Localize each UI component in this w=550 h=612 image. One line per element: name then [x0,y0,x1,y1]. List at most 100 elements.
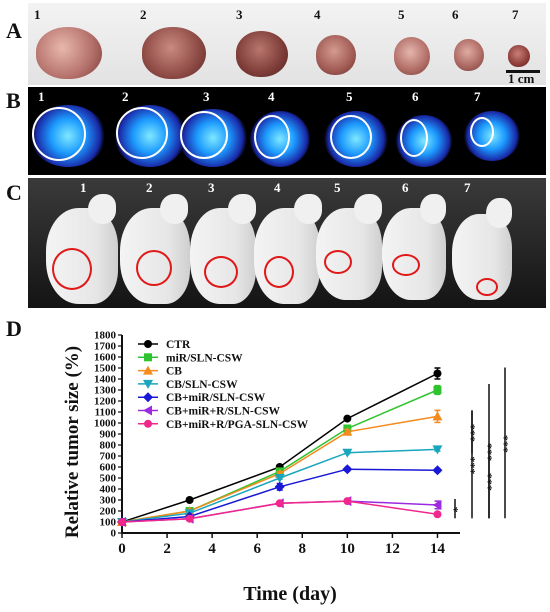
legend-label: CB/SLN-CSW [166,379,238,391]
significance-label: * [450,507,464,513]
tumor-sample [508,45,530,67]
mouse-number: 1 [80,180,87,195]
legend-label: miR/SLN-CSW [166,352,243,364]
mice-photo-strip: 1 2 3 4 5 6 7 [28,178,546,308]
data-point [117,518,127,527]
mouse-number: 7 [464,180,471,195]
series-1 [118,367,442,526]
legend-marker [143,379,153,389]
data-point [343,414,352,423]
mouse-head [160,194,188,224]
tumor-ring [136,250,172,286]
tumor-ring [52,248,92,290]
data-point [185,507,194,515]
tumor-ring [204,256,238,288]
mouse-number: 2 [146,180,153,195]
legend-marker [144,353,152,362]
x-tick-label: 2 [163,541,171,557]
scan-number: 7 [474,89,481,104]
y-tick-label: 500 [100,473,117,485]
series-line [121,448,438,523]
series-line [121,372,438,523]
y-tick-label: 1000 [94,418,117,430]
legend-label: CTR [166,339,191,351]
y-tick-label: 700 [100,451,117,463]
data-point [432,445,443,455]
data-point [275,467,284,476]
data-point [184,509,195,519]
tumor-ring [324,250,352,274]
panel-d-letter: D [6,316,22,341]
x-tick-label: 10 [340,541,355,557]
panel-a-letter: A [6,18,22,43]
tumor-number: 3 [236,7,243,22]
legend-marker [143,392,153,403]
legend-label: CB [166,366,182,378]
legend-label: CB+miR+R/PGA-SLN-CSW [166,419,309,431]
y-tick-label: 0 [111,528,117,540]
y-tick-label: 1700 [94,341,117,353]
data-point [118,518,126,526]
y-tick-label: 1500 [94,363,117,375]
legend-marker [144,419,152,428]
data-point [433,369,442,378]
scan-number: 6 [412,89,419,104]
y-axis-label: Relative tumor size (%) [62,346,83,538]
legend-marker [143,365,153,375]
tumor-ring [264,256,294,288]
x-tick-label: 6 [253,541,261,557]
tumor-ring [392,254,420,276]
x-axis-label: Time (day) [243,583,337,605]
data-point [118,518,126,526]
data-point [117,517,127,526]
series-5 [117,464,443,527]
tumor-circle [400,119,428,157]
tumor-sample [142,27,206,79]
mouse-head [228,194,256,224]
tumor-circle [180,111,228,159]
significance-label: *** [467,424,481,442]
tumor-circle [470,117,494,147]
tumor-circle [330,115,372,159]
significance-label: *** [500,435,514,453]
scan-number: 1 [38,89,45,104]
series-3 [117,409,443,526]
mouse-head [354,194,382,224]
data-point [432,411,443,421]
x-tick-label: 4 [208,541,216,557]
series-line [121,468,438,523]
tumor-number: 1 [34,7,41,22]
data-point [184,511,195,522]
tumor-number: 6 [452,7,459,22]
data-point [117,517,127,527]
imaging-strip: 1 2 3 4 5 6 7 [28,87,546,175]
significance-label: *** [484,443,498,461]
y-tick-label: 1300 [94,385,117,397]
y-tick-label: 100 [100,517,117,529]
data-point [343,424,352,433]
data-point [342,464,353,475]
scale-bar-label: 1 cm [508,71,535,86]
tumor-sample [316,35,356,75]
scan-number: 2 [122,89,129,104]
legend-marker [143,405,152,416]
x-tick-label: 0 [118,541,126,557]
mouse-number: 3 [208,180,215,195]
significance-label: *** [484,473,498,491]
data-point [117,517,126,527]
data-point [184,506,195,515]
scale-bar [506,70,540,73]
mouse-head [294,194,322,224]
scan-number: 3 [203,89,210,104]
tumor-number: 7 [512,7,519,22]
data-point [274,481,285,492]
data-point [185,496,194,504]
y-tick-label: 600 [100,462,117,474]
y-tick-label: 1600 [94,352,117,364]
tumor-sample [454,39,484,71]
series-7 [118,497,442,526]
x-tick-label: 8 [299,541,307,557]
series-line [121,500,438,523]
x-tick-label: 12 [385,541,400,557]
data-point [343,497,352,506]
